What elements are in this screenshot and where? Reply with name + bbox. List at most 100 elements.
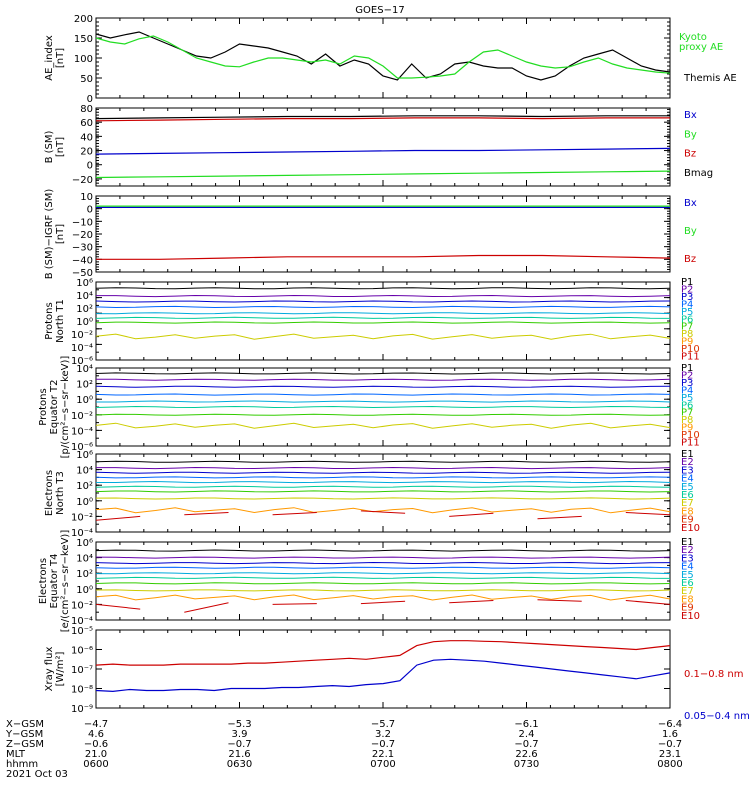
- x-table-value: −0.6: [84, 739, 108, 750]
- y-tick-label: 100: [74, 54, 93, 65]
- sparse-segment: [184, 602, 229, 613]
- series-line: [95, 589, 671, 592]
- legend-entry: E4: [681, 562, 694, 573]
- series-line: [95, 576, 671, 579]
- series-line: [95, 31, 671, 81]
- legend-entry: E4: [681, 474, 694, 485]
- legend-entry: proxy AE: [679, 42, 723, 53]
- y-tick-label: 40: [80, 132, 93, 143]
- sparse-segment: [272, 603, 317, 605]
- y-tick-label: −10: [72, 217, 93, 228]
- y-tick-label: 10⁻⁶: [71, 442, 93, 453]
- series-line: [96, 254, 671, 260]
- series-line: [95, 476, 671, 479]
- y-tick-label: 10⁻²: [71, 330, 93, 341]
- x-table-value: 0730: [514, 759, 539, 770]
- panel-2: −20 0 20 40 60 80 B (SM) [nT] Bx By Bz Bmag: [44, 104, 713, 187]
- series-line: [95, 490, 671, 493]
- series-line: [95, 385, 671, 388]
- x-table-value: −4.7: [84, 719, 108, 730]
- legend-entry: P4: [681, 299, 693, 310]
- series-line: [95, 321, 671, 324]
- y-tick-label: 10⁶: [76, 538, 93, 549]
- series-line: [95, 300, 671, 303]
- y-tick-label: 10⁻⁸: [71, 685, 93, 696]
- x-table-value: −0.7: [227, 739, 251, 750]
- y-axis-label: North T3: [55, 471, 66, 515]
- legend-entry: P1: [681, 363, 693, 374]
- series-line: [95, 378, 671, 381]
- x-table-value: 0800: [657, 759, 682, 770]
- legend-entry: P10: [681, 430, 700, 441]
- legend-entry: P2: [681, 284, 693, 295]
- legend-entry: E3: [681, 465, 694, 476]
- series-line: [95, 413, 671, 416]
- y-axis-label: Electrons: [38, 558, 49, 604]
- series-line: [95, 147, 671, 155]
- panel-4: 10⁶ 10⁴ 10² 10⁰ 10⁻² 10⁻⁴ 10⁻⁶ Protons North T1 P…: [44, 277, 700, 367]
- x-table-label: Y−GSM: [5, 729, 43, 740]
- x-table-value: 0700: [370, 759, 395, 770]
- y-tick-label: −30: [72, 243, 93, 254]
- y-tick-label: 10: [80, 192, 93, 203]
- legend-entry: P2: [681, 370, 693, 381]
- y-axis-label: [p/(cm²−s−sr−keV)]: [60, 356, 71, 459]
- y-tick-label: 10⁻⁷: [71, 665, 93, 676]
- legend-entry: Bmag: [684, 168, 713, 179]
- legend-entry: Themis AE: [683, 73, 737, 84]
- y-tick-label: 10⁻⁶: [71, 356, 93, 367]
- y-tick-label: 150: [74, 34, 93, 45]
- sparse-segment: [449, 512, 494, 517]
- y-tick-label: 10⁴: [76, 364, 93, 375]
- legend-entry: E5: [681, 482, 694, 493]
- legend-entry: By: [684, 129, 697, 140]
- series-line: [95, 561, 671, 565]
- series-line: [95, 312, 671, 315]
- legend-entry: P8: [681, 329, 693, 340]
- y-tick-label: 10⁰: [76, 497, 93, 508]
- y-axis-label: B (SM)−IGRF (SM): [44, 189, 55, 280]
- series-line: [96, 480, 671, 484]
- figure-title: GOES−17: [355, 5, 404, 16]
- y-tick-label: 10⁻⁴: [71, 426, 93, 437]
- y-tick-label: 10²: [76, 481, 93, 492]
- series-line: [95, 556, 671, 559]
- y-tick-label: 10⁻⁴: [71, 343, 93, 354]
- y-tick-label: 10⁻²: [71, 512, 93, 523]
- x-table-value: 21.6: [228, 749, 250, 760]
- y-tick-label: 10⁰: [76, 317, 93, 328]
- x-table-value: −0.7: [514, 739, 538, 750]
- legend-entry: Bz: [684, 149, 696, 160]
- x-table-value: 23.1: [659, 749, 681, 760]
- x-table-value: 1.6: [662, 729, 678, 740]
- series-line: [95, 640, 671, 666]
- y-tick-label: 200: [74, 14, 93, 25]
- series-line: [95, 316, 671, 319]
- legend-entry: Kyoto: [679, 32, 707, 43]
- x-table-value: 3.9: [232, 729, 248, 740]
- sparse-segment: [360, 600, 406, 605]
- legend-entry: P10: [681, 344, 700, 355]
- series-line: [95, 305, 671, 309]
- legend-entry: E8: [681, 594, 694, 605]
- legend-entry: P6: [681, 400, 693, 411]
- y-tick-label: 60: [80, 118, 93, 129]
- series-line: [95, 393, 671, 396]
- legend-entry: P1: [681, 277, 693, 288]
- y-tick-label: 10⁴: [76, 291, 93, 302]
- y-axis-label: AE_index: [44, 35, 55, 81]
- series-line: [95, 115, 670, 120]
- y-tick-label: 10⁻⁴: [71, 528, 93, 539]
- series-line: [95, 485, 671, 488]
- x-table-value: 3.2: [375, 729, 391, 740]
- y-tick-label: 10⁶: [76, 450, 93, 461]
- x-table-value: 22.6: [515, 749, 537, 760]
- series-line: [95, 507, 671, 514]
- panel-8: 10⁻⁵ 10⁻⁶ 10⁻⁷ 10⁻⁸ 10⁻⁹ Xray flux [W/m²] 0.1−0…: [44, 626, 750, 722]
- legend-entry: E1: [681, 449, 694, 460]
- legend-entry: E7: [681, 586, 694, 597]
- legend-entry: P8: [681, 415, 693, 426]
- legend-entry: E5: [681, 570, 694, 581]
